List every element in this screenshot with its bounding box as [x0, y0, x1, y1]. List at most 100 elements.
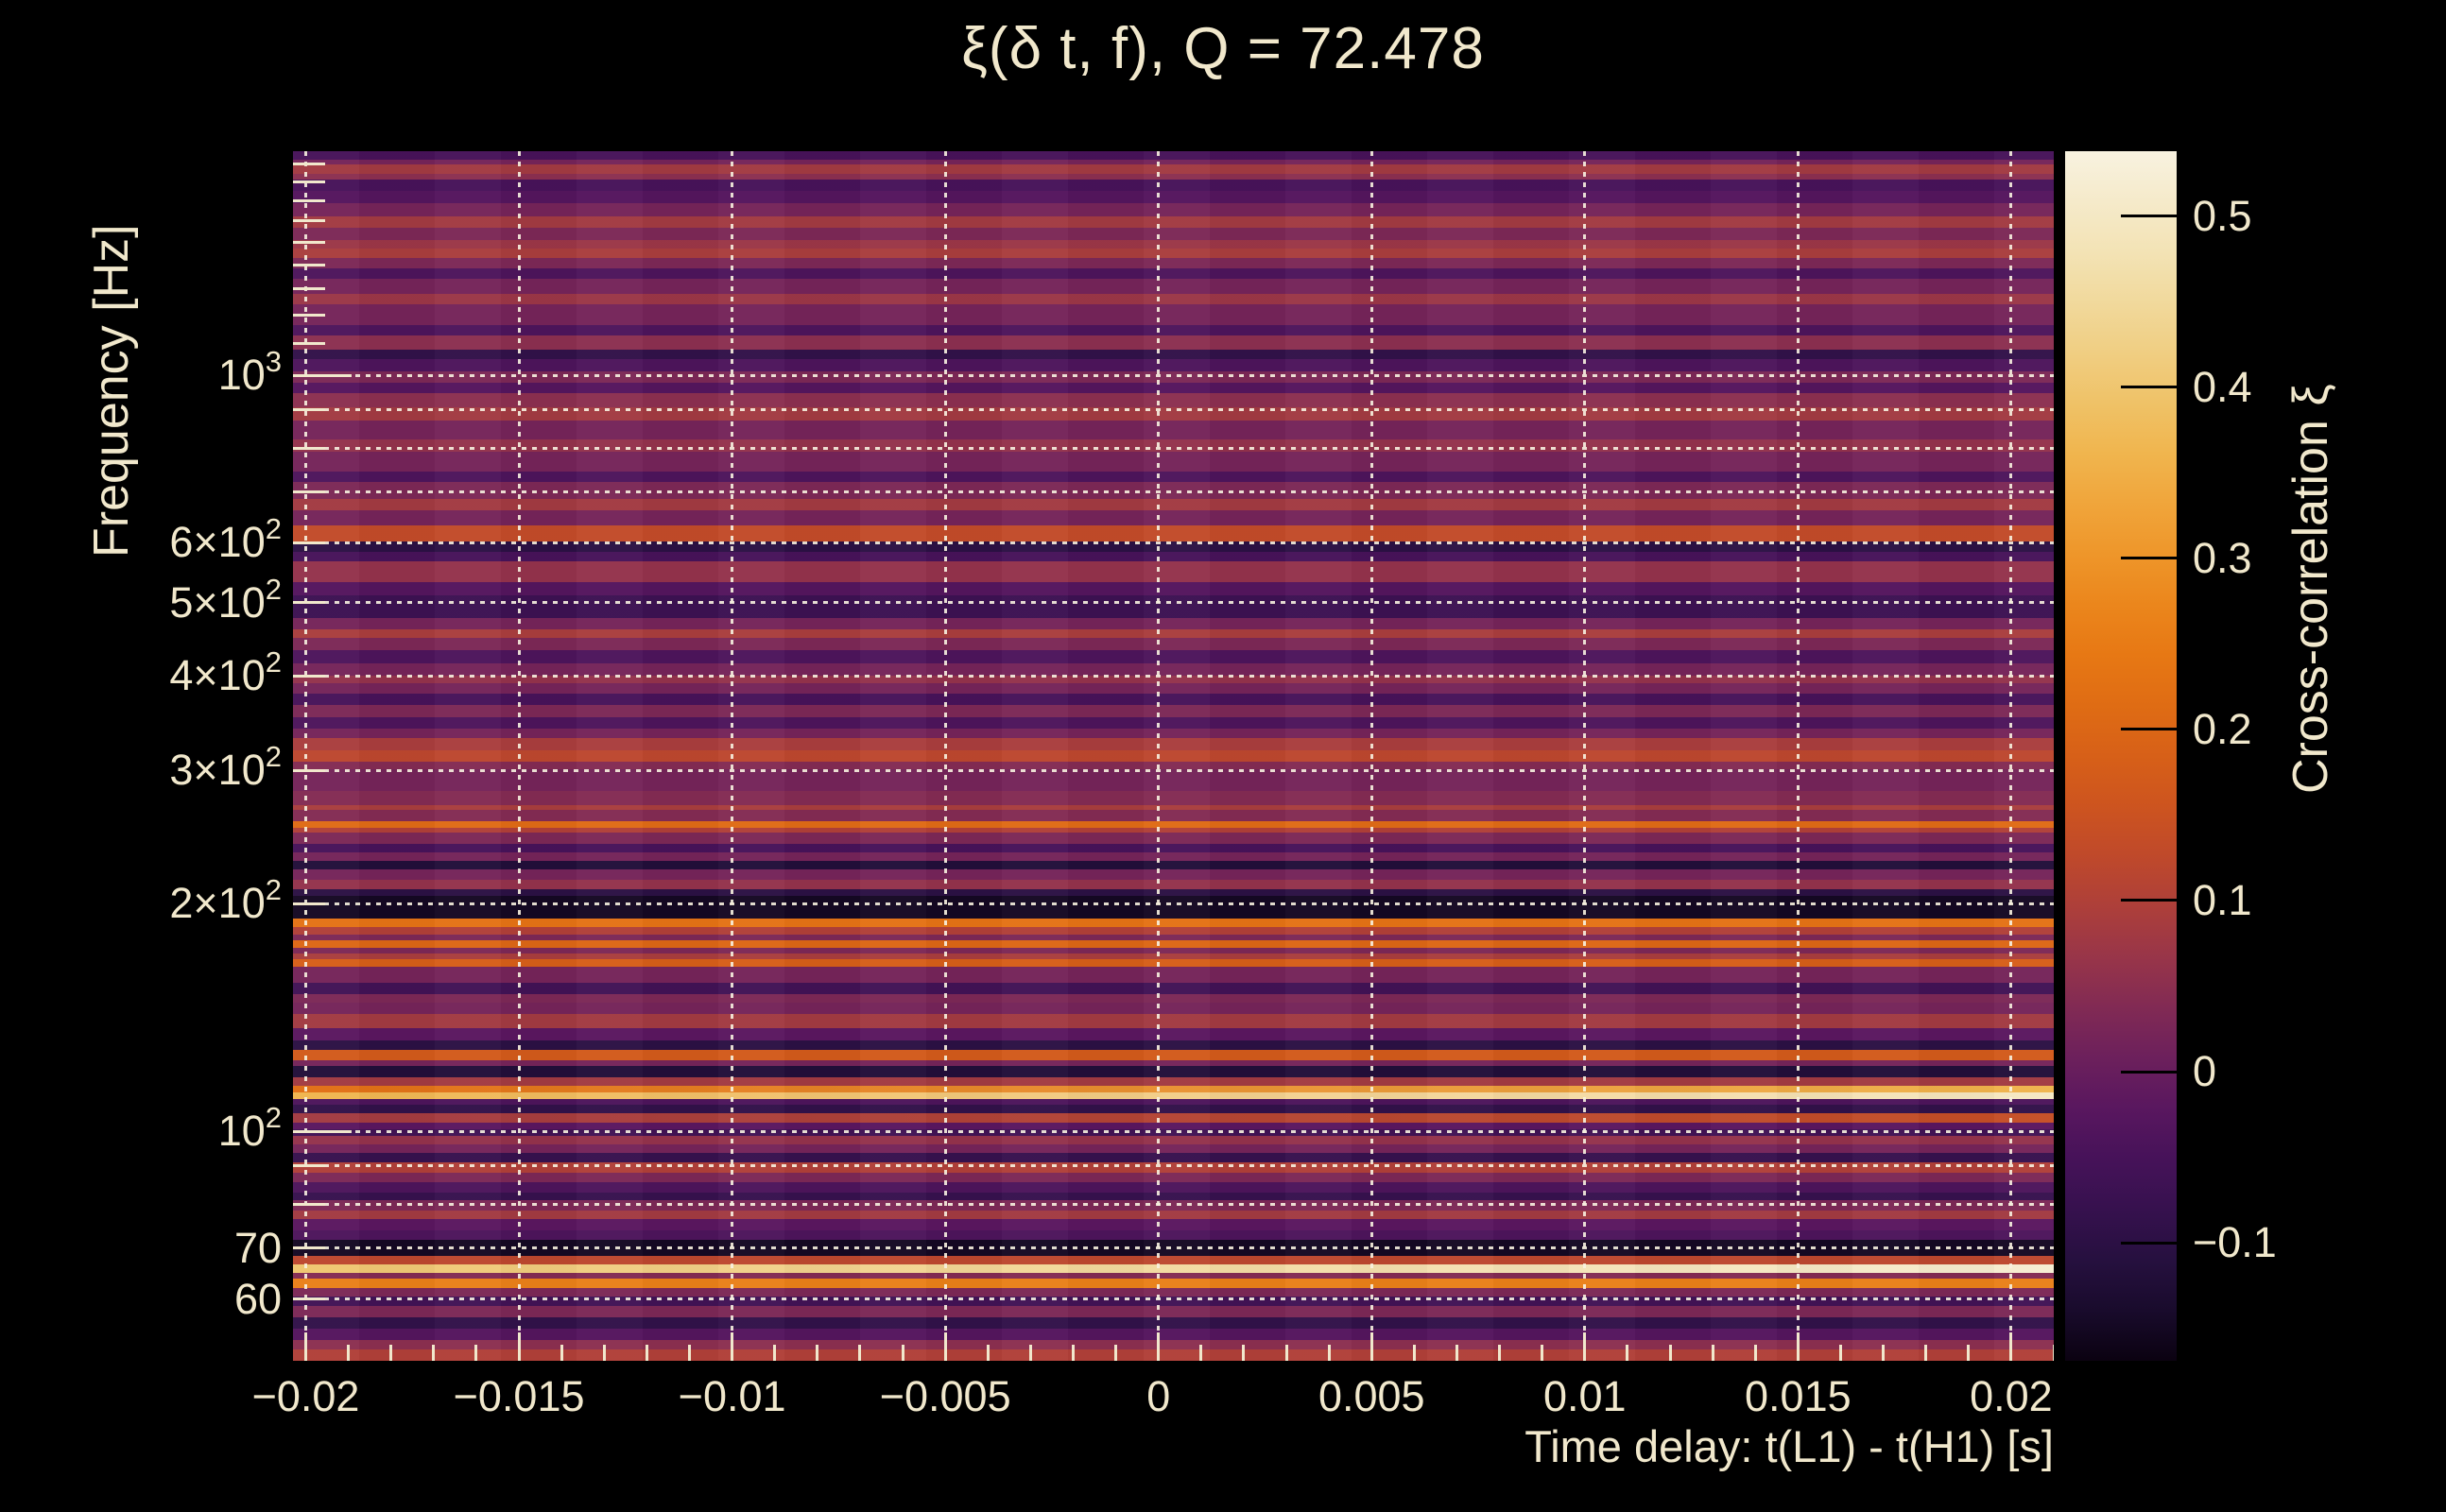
x-minor-tick-mark — [1114, 1345, 1118, 1361]
v-grid-line — [1157, 151, 1161, 1361]
heatmap-band — [293, 618, 2054, 630]
heatmap-band — [293, 993, 2054, 1004]
x-minor-tick-mark — [389, 1345, 393, 1361]
y-tick-label-exponent: 3 — [265, 345, 282, 378]
heatmap-band — [293, 163, 2054, 175]
heatmap-band — [293, 629, 2054, 639]
heatmap-band — [293, 1306, 2054, 1318]
y-tick-label: 102 — [8, 1101, 282, 1156]
v-grid-line — [2009, 151, 2013, 1361]
x-minor-tick-mark — [1882, 1345, 1886, 1361]
y-tick-label: 60 — [8, 1275, 282, 1324]
x-tick-label: 0.015 — [1745, 1372, 1852, 1420]
heatmap-band — [293, 1219, 2054, 1231]
v-grid-line — [1796, 151, 1800, 1361]
h-grid-line — [293, 1246, 2054, 1250]
y-tick-mark — [293, 674, 325, 678]
heatmap-band — [293, 249, 2054, 259]
heatmap-band — [293, 452, 2054, 472]
colorbar-tick-mark — [2121, 386, 2177, 389]
x-minor-tick-mark — [474, 1345, 478, 1361]
y-tick-label-mantissa: 10 — [217, 1107, 266, 1156]
heatmap-band — [293, 716, 2054, 730]
heatmap-band — [293, 880, 2054, 890]
x-tick-label: 0 — [1146, 1372, 1171, 1420]
heatmap-band — [293, 1144, 2054, 1155]
y-tick-label-exponent: 2 — [265, 740, 282, 774]
y-tick-label: 3×102 — [8, 740, 282, 795]
colorbar-tick-label: 0.1 — [2193, 875, 2252, 924]
x-tick-label: −0.015 — [453, 1372, 585, 1420]
heatmap-band — [293, 1129, 2054, 1138]
heatmap-band — [293, 383, 2054, 395]
heatmap-band — [293, 1211, 2054, 1220]
y-minor-tick-mark — [293, 163, 325, 166]
heatmap-band — [293, 216, 2054, 230]
heatmap-band — [293, 1278, 2054, 1289]
heatmap-band — [293, 159, 2054, 165]
x-minor-tick-mark — [347, 1345, 351, 1361]
x-axis-title: Time delay: t(L1) - t(H1) [s] — [1524, 1421, 2054, 1471]
y-tick-label-exponent: 2 — [265, 572, 282, 606]
colorbar-title: Cross-correlation ξ — [2283, 384, 2338, 794]
heatmap-band — [293, 202, 2054, 218]
x-minor-tick-mark — [1668, 1345, 1672, 1361]
y-minor-tick-mark — [293, 180, 325, 184]
colorbar-tick-mark — [2121, 899, 2177, 902]
h-grid-line — [293, 1297, 2054, 1301]
heatmap-band — [293, 179, 2054, 192]
y-tick-mark — [293, 1246, 325, 1250]
heatmap-band — [293, 1349, 2054, 1361]
x-tick-label: −0.01 — [678, 1372, 786, 1420]
x-minor-tick-mark — [1711, 1345, 1714, 1361]
x-minor-tick-mark — [1028, 1345, 1032, 1361]
y-minor-tick-mark — [293, 490, 325, 494]
heatmap-band — [293, 827, 2054, 834]
heatmap-band — [293, 750, 2054, 763]
heatmap-band — [293, 1123, 2054, 1131]
heatmap-band — [293, 239, 2054, 249]
colorbar-tick-label: 0.2 — [2193, 704, 2252, 753]
heatmap-band — [293, 927, 2054, 936]
y-minor-tick-mark — [293, 1203, 325, 1207]
heatmap-band — [293, 190, 2054, 204]
heatmap-band — [293, 983, 2054, 995]
colorbar-tick-label: 0.3 — [2193, 533, 2252, 582]
heatmap-band — [293, 728, 2054, 739]
y-minor-tick-mark — [293, 408, 325, 412]
heatmap-band — [293, 1098, 2054, 1106]
heatmap-band — [293, 821, 2054, 829]
colorbar-tick-label: 0.4 — [2193, 362, 2252, 411]
heatmap-band — [293, 1317, 2054, 1330]
heatmap-band — [293, 953, 2054, 960]
heatmap-band — [293, 279, 2054, 295]
heatmap-band — [293, 1027, 2054, 1041]
h-grid-line — [293, 674, 2054, 678]
colorbar-tick-mark — [2121, 1241, 2177, 1245]
y-tick-label-exponent: 2 — [265, 1101, 282, 1135]
y-tick-mark — [293, 601, 325, 605]
heatmap-band — [293, 1264, 2054, 1274]
heatmap-band — [293, 1272, 2054, 1280]
y-minor-tick-mark — [293, 263, 325, 266]
h-grid-line — [293, 1129, 2054, 1133]
x-tick-mark — [1157, 1332, 1161, 1361]
heatmap-plot — [293, 151, 2054, 1361]
heatmap-band — [293, 1040, 2054, 1052]
heatmap-band — [293, 1229, 2054, 1241]
heatmap-band — [293, 228, 2054, 241]
x-minor-tick-mark — [1071, 1345, 1075, 1361]
y-tick-label: 4×102 — [8, 645, 282, 700]
heatmap-band — [293, 919, 2054, 929]
x-minor-tick-mark — [986, 1345, 990, 1361]
x-minor-tick-mark — [1838, 1345, 1842, 1361]
heatmap-band — [293, 638, 2054, 651]
y-tick-label-exponent: 2 — [265, 645, 282, 679]
x-minor-tick-mark — [560, 1345, 563, 1361]
heatmap-band — [293, 1050, 2054, 1062]
heatmap-band — [293, 1136, 2054, 1146]
v-grid-line — [1369, 151, 1373, 1361]
y-tick-label: 103 — [8, 345, 282, 400]
x-minor-tick-mark — [858, 1345, 862, 1361]
